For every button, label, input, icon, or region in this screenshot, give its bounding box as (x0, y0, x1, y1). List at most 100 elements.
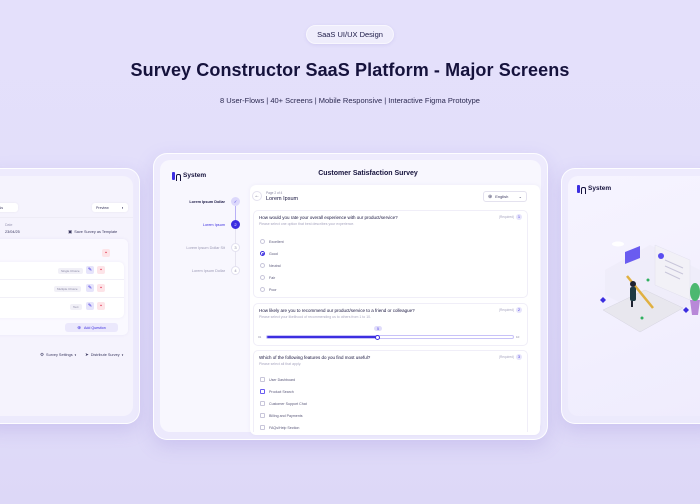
distribute-survey-button[interactable]: ➤ Distribute Survey ▾ (85, 352, 123, 358)
edit-icon: ✎ (87, 285, 93, 291)
check-icon: ✓ (231, 197, 240, 206)
edit-button[interactable]: ✎ (86, 302, 94, 310)
required-indicator: (Required) 1 (499, 214, 522, 220)
brand: System (172, 171, 207, 181)
step-3[interactable]: Lorem Ipsum Dollar Sit 3 (170, 243, 240, 252)
stepper-line (235, 206, 236, 270)
edit-button[interactable]: ✎ (86, 284, 94, 292)
step-1[interactable]: Lorem Ipsum Dollar ✓ (170, 197, 240, 206)
step-4[interactable]: Lorem Ipsum Dollar 4 (170, 266, 240, 275)
delete-button[interactable]: ▪ (97, 302, 105, 310)
language-select[interactable]: ⊕ English ⌄ (483, 191, 527, 202)
brand-name: System (183, 172, 207, 179)
recommend-slider[interactable] (266, 334, 514, 340)
option-faqs-help[interactable]: FAQs/Help Section (260, 425, 299, 430)
slider-max-label: 10 (516, 335, 520, 339)
question-card-3: Which of the following features do you f… (253, 350, 528, 432)
analysis-tab[interactable]: nalysis (0, 203, 18, 212)
trash-icon: ▪ (100, 285, 102, 291)
delete-section-button[interactable]: ▪ (102, 249, 110, 257)
survey-title: Customer Satisfaction Survey (318, 170, 418, 177)
option-label: Neutral (269, 263, 281, 268)
option-label: Product Search (269, 389, 294, 394)
checkbox[interactable] (260, 401, 265, 406)
question-hint: Please select all that apply. (259, 362, 302, 366)
save-template-label: Save Survey as Template (74, 230, 118, 234)
radio-button[interactable] (260, 263, 265, 268)
step-2[interactable]: Lorem Ipsum 2 (170, 220, 240, 229)
save-icon: ▣ (68, 229, 73, 234)
question-card-2: How likely are you to recommend our prod… (253, 303, 528, 346)
date-label: Date (5, 223, 13, 227)
option-customer-support-chat[interactable]: Customer Support Chat (260, 401, 307, 406)
trash-icon: ▪ (100, 267, 102, 273)
edit-button[interactable]: ✎ (86, 266, 94, 274)
option-poor[interactable]: Poor (260, 287, 277, 292)
step-label: Lorem Ipsum Dollar (191, 268, 225, 273)
checkbox[interactable] (260, 413, 265, 418)
survey-settings-label: Survey Settings (46, 353, 73, 357)
trash-icon: ▪ (105, 250, 107, 256)
option-fair[interactable]: Fair (260, 275, 275, 280)
distribute-survey-label: Distribute Survey (90, 353, 120, 357)
option-excellent[interactable]: Excellent (260, 239, 284, 244)
brand-name: System (588, 185, 612, 192)
plus-circle-icon: ⊕ (77, 324, 81, 330)
preview-button[interactable]: Preview ◐ (92, 203, 128, 212)
question-row: Multiple Choice ✎ ▪ (0, 280, 124, 298)
question-title: How would you rate your overall experien… (259, 215, 398, 220)
divider (0, 217, 133, 218)
checkbox[interactable] (260, 377, 265, 382)
page-name: Lorem Ipsum (266, 196, 299, 202)
option-billing-payments[interactable]: Billing and Payments (260, 413, 303, 418)
delete-button[interactable]: ▪ (97, 266, 105, 274)
add-question-button[interactable]: ⊕ Add Question (65, 323, 118, 332)
option-good[interactable]: Good (260, 251, 278, 256)
step-number: 3 (231, 243, 240, 252)
option-user-dashboard[interactable]: User Dashboard (260, 377, 295, 382)
checkbox-focused[interactable] (260, 389, 265, 394)
step-label: Lorem Ipsum (202, 222, 225, 227)
edit-icon: ✎ (87, 303, 93, 309)
option-neutral[interactable]: Neutral (260, 263, 281, 268)
slider-thumb[interactable] (375, 334, 381, 340)
step-label: Lorem Ipsum Dollar (189, 199, 225, 204)
radio-button[interactable] (260, 287, 265, 292)
question-hint: Please select one option that best descr… (259, 222, 355, 226)
globe-icon: ⊕ (488, 193, 493, 200)
trash-icon: ▪ (100, 303, 102, 309)
gear-icon: ⚙ (40, 352, 45, 357)
logo-icon (172, 171, 181, 181)
question-number: 3 (516, 354, 522, 360)
save-template-button[interactable]: ▣ Save Survey as Template (68, 229, 117, 235)
radio-button[interactable] (260, 239, 265, 244)
edit-icon: ✎ (87, 267, 93, 273)
option-product-search[interactable]: Product Search (260, 389, 294, 394)
option-label: Fair (269, 275, 276, 280)
survey-settings-button[interactable]: ⚙ Survey Settings ▾ (40, 352, 76, 358)
option-label: Customer Support Chat (269, 401, 307, 406)
slider-fill (267, 336, 378, 338)
brand: System (577, 184, 612, 194)
preview-label: Preview (96, 205, 109, 210)
eye-icon: ◐ (121, 205, 124, 210)
question-row: Single Choice ✎ ▪ (0, 262, 124, 280)
required-label: (Required) (498, 355, 514, 359)
step-number: 2 (231, 220, 240, 229)
delete-button[interactable]: ▪ (97, 284, 105, 292)
chevron-down-icon: ⌄ (518, 194, 522, 199)
checkbox[interactable] (260, 425, 265, 430)
back-button[interactable]: ← (252, 191, 262, 201)
option-label: Poor (269, 287, 277, 292)
radio-button[interactable] (260, 275, 265, 280)
page-indicator: Page 2 of 4 (266, 191, 283, 195)
step-label: Lorem Ipsum Dollar Sit (186, 245, 225, 250)
page-subtitle: 8 User-Flows | 40+ Screens | Mobile Resp… (220, 96, 480, 105)
radio-button-selected[interactable] (260, 251, 265, 256)
option-label: Good (269, 251, 278, 256)
question-type-tag: Multiple Choice (54, 286, 81, 292)
send-icon: ➤ (85, 352, 89, 357)
question-row: Text ✎ ▪ (0, 298, 124, 316)
required-indicator: (Required) 3 (499, 354, 522, 360)
slider-min-label: 01 (258, 335, 262, 339)
